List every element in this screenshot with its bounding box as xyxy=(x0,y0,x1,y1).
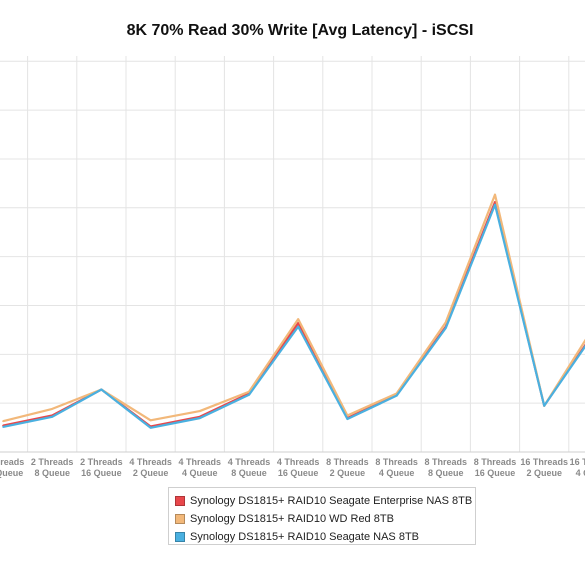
data-point xyxy=(445,327,447,329)
legend: Synology DS1815+ RAID10 Seagate Enterpri… xyxy=(168,487,476,545)
series-line-2 xyxy=(2,193,585,423)
data-point xyxy=(543,405,545,407)
data-point xyxy=(199,410,201,412)
x-tick-label: 8 Threads 2 Queue xyxy=(326,457,369,478)
data-point xyxy=(297,318,300,320)
legend-item-3[interactable]: Synology DS1815+ RAID10 Seagate NAS 8TB xyxy=(175,528,475,546)
data-point xyxy=(51,416,53,418)
legend-label: Synology DS1815+ RAID10 Seagate NAS 8TB xyxy=(190,531,419,543)
x-tick-label: 8 Threads 16 Queue xyxy=(474,457,517,478)
legend-swatch xyxy=(175,532,185,542)
data-point xyxy=(248,394,250,396)
x-tick-label: 8 Threads 4 Queue xyxy=(375,457,418,478)
data-point xyxy=(199,417,201,419)
grid xyxy=(0,56,585,453)
data-point xyxy=(149,419,152,422)
data-point xyxy=(2,420,4,423)
x-tick-label: 2 Threads 16 Queue xyxy=(80,457,123,478)
data-point xyxy=(494,201,496,203)
data-point xyxy=(297,322,300,324)
data-point xyxy=(494,193,496,196)
legend-label: Synology DS1815+ RAID10 WD Red 8TB xyxy=(190,513,394,525)
x-tick-label: 4 Threads 2 Queue xyxy=(129,457,172,478)
data-point xyxy=(346,418,349,420)
x-tick-label: 8 Threads 8 Queue xyxy=(425,457,468,478)
x-tick-label: 4 Threads 8 Queue xyxy=(228,457,271,478)
legend-item-2[interactable]: Synology DS1815+ RAID10 WD Red 8TB xyxy=(175,510,475,528)
data-point xyxy=(149,427,152,429)
legend-swatch xyxy=(175,496,185,506)
data-point xyxy=(494,203,496,206)
legend-label: Synology DS1815+ RAID10 Seagate Enterpri… xyxy=(190,495,473,507)
chart-title: 8K 70% Read 30% Write [Avg Latency] - iS… xyxy=(127,22,474,39)
x-tick-label: 4 Threads 16 Queue xyxy=(277,457,320,478)
data-point xyxy=(445,321,447,324)
legend-swatch xyxy=(175,514,185,524)
data-point xyxy=(51,408,53,410)
data-point xyxy=(297,325,300,328)
data-point xyxy=(248,390,250,393)
legend-item-1[interactable]: Synology DS1815+ RAID10 Seagate Enterpri… xyxy=(175,492,475,510)
x-tick-label: 4 Threads 4 Queue xyxy=(179,457,222,478)
data-point xyxy=(2,426,4,428)
x-tick-label: 2 Threads 8 Queue xyxy=(31,457,74,478)
x-tick-label: 16 Threads 2 Queue xyxy=(520,457,568,478)
series-layer xyxy=(2,193,585,429)
data-point xyxy=(100,388,103,391)
data-point xyxy=(395,394,398,397)
data-point xyxy=(346,414,349,417)
